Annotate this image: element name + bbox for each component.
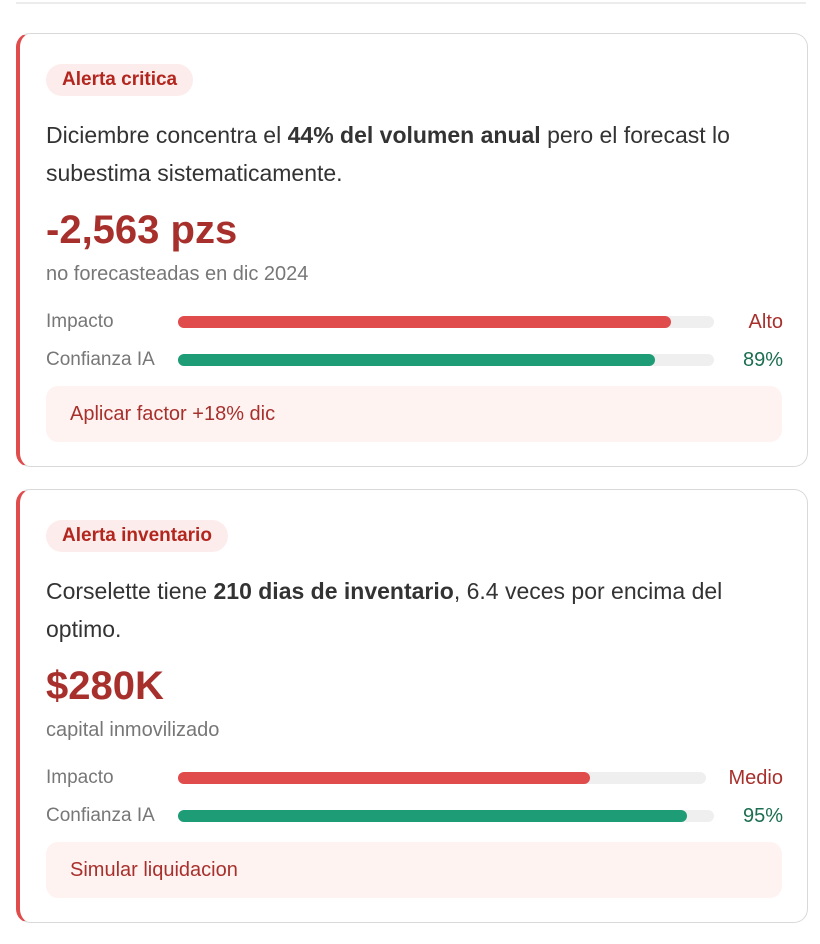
simulate-liquidation-button[interactable]: Simular liquidacion — [46, 842, 782, 898]
metrics: Impacto Alto Confianza IA 89% — [46, 310, 783, 372]
message-text: Corselette tiene — [46, 578, 214, 604]
confidence-bar-track — [178, 810, 714, 822]
metric-value: 89% — [742, 348, 783, 371]
metric-impact: Impacto Alto — [46, 310, 783, 334]
confidence-bar-fill — [178, 354, 656, 366]
alert-value: -2,563 pzs — [46, 208, 238, 252]
message-text: , 6.4 veces por encima del optimo. — [46, 578, 723, 642]
metric-label: Impacto — [46, 767, 114, 788]
metrics: Impacto Medio Confianza IA 95% — [46, 766, 783, 828]
apply-factor-button[interactable]: Aplicar factor +18% dic — [46, 386, 782, 442]
impact-bar-track — [178, 772, 706, 784]
alert-value: $280K — [46, 664, 164, 708]
confidence-bar-track — [178, 354, 714, 366]
alert-badge: Alerta inventario — [46, 520, 228, 552]
impact-bar-fill — [178, 316, 672, 328]
metric-label: Confianza IA — [46, 349, 155, 370]
metric-value: Medio — [728, 766, 783, 789]
metric-confidence: Confianza IA 89% — [46, 348, 783, 372]
impact-bar-fill — [178, 772, 590, 784]
alert-card-inventory: Alerta inventario Corselette tiene 210 d… — [16, 489, 808, 923]
alert-message: Diciembre concentra el 44% del volumen a… — [46, 116, 786, 192]
impact-bar-track — [178, 316, 714, 328]
message-highlight: 210 dias de inventario — [213, 578, 454, 604]
message-text: Diciembre concentra el — [46, 122, 288, 148]
metric-label: Confianza IA — [46, 805, 155, 826]
metric-label: Impacto — [46, 311, 114, 332]
alert-message: Corselette tiene 210 dias de inventario,… — [46, 572, 786, 648]
alert-card-critical: Alerta critica Diciembre concentra el 44… — [16, 33, 808, 467]
metric-confidence: Confianza IA 95% — [46, 804, 783, 828]
message-highlight: 44% del volumen anual — [287, 122, 541, 148]
alert-badge: Alerta critica — [46, 64, 194, 96]
alert-subtext: no forecasteadas en dic 2024 — [46, 263, 309, 285]
alert-subtext: capital inmovilizado — [46, 719, 220, 741]
metric-value: 95% — [742, 804, 783, 827]
metric-value: Alto — [748, 310, 783, 333]
confidence-bar-fill — [178, 810, 688, 822]
metric-impact: Impacto Medio — [46, 766, 783, 790]
top-divider — [16, 2, 806, 4]
message-text: pero el forecast lo subestima sistematic… — [46, 122, 730, 186]
